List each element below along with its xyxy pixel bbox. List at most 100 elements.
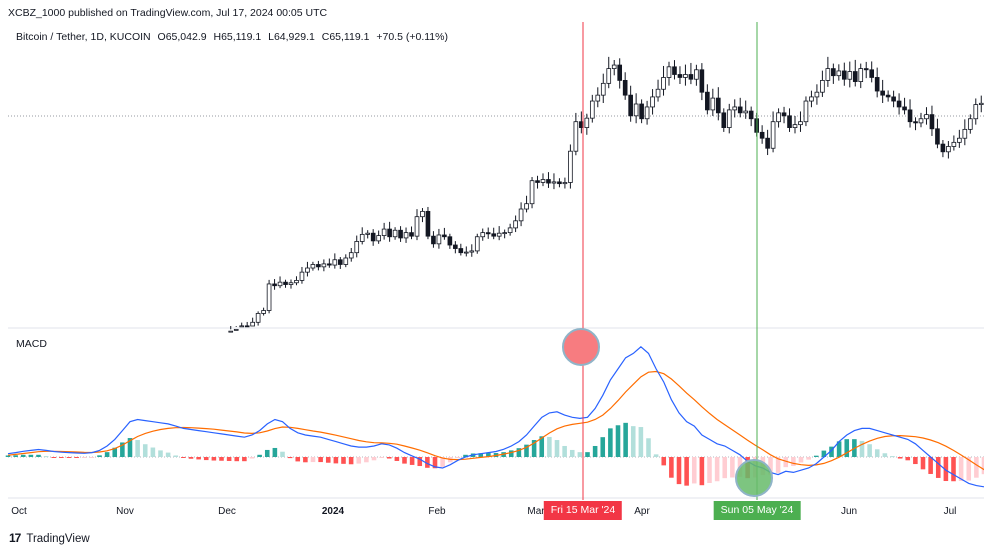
histogram-bar [364, 457, 369, 463]
candle-body [803, 100, 809, 123]
candle-body [699, 69, 705, 93]
price-candle [480, 228, 486, 241]
price-candle [327, 258, 332, 268]
histogram-bar [730, 457, 735, 478]
candle-body [348, 252, 354, 259]
price-candle [354, 235, 360, 258]
price-candle [765, 129, 770, 156]
candle-body [469, 250, 475, 253]
histogram-bar [531, 440, 537, 457]
histogram-bar [104, 452, 110, 457]
histogram-bar [691, 457, 697, 484]
tradingview-brand[interactable]: 17 TradingView [9, 531, 90, 545]
candle-body [869, 69, 875, 78]
histogram-bar [165, 452, 171, 457]
histogram-bar [920, 457, 926, 470]
candle-body [781, 112, 787, 117]
price-candle [869, 61, 875, 83]
macd-indicator-label[interactable]: MACD [16, 338, 47, 350]
candle-body [403, 232, 409, 239]
candle-body [962, 128, 968, 139]
histogram-bar [112, 447, 118, 457]
price-candle [568, 144, 573, 189]
histogram-bar [524, 444, 529, 457]
candle-body [841, 70, 847, 80]
price-candle [321, 259, 327, 272]
histogram-bar [486, 453, 491, 457]
histogram-bar [722, 457, 728, 479]
price-candle [967, 114, 973, 134]
price-candle [409, 226, 414, 240]
price-candle [935, 118, 940, 149]
price-candle [562, 177, 568, 189]
histogram-bar [653, 454, 659, 457]
histogram-bar [379, 457, 384, 458]
candle-body [677, 74, 683, 78]
price-candle [913, 117, 918, 131]
histogram-bar [257, 454, 262, 457]
candle-body [622, 80, 628, 96]
price-candle [847, 61, 853, 88]
histogram-bar [958, 457, 964, 482]
price-candle [836, 64, 842, 81]
price-candle [672, 60, 677, 80]
candle-body [244, 325, 250, 328]
price-candle [831, 63, 836, 84]
histogram-bar [325, 457, 331, 463]
candle-body [458, 248, 464, 254]
price-candle [529, 177, 535, 209]
price-candle [644, 100, 650, 125]
price-candle [305, 261, 310, 277]
price-candle [759, 125, 765, 144]
histogram-bar [234, 457, 240, 462]
candle-body [858, 68, 864, 82]
price-candle [540, 173, 546, 187]
price-candle [518, 202, 524, 227]
histogram-bar [5, 455, 11, 457]
price-candle [381, 222, 387, 240]
candle-body [557, 181, 562, 185]
candle-body [946, 146, 951, 153]
candle-body [518, 208, 524, 222]
price-candle [387, 221, 392, 242]
price-candle [250, 317, 255, 327]
candle-body [787, 115, 792, 129]
price-candle [398, 226, 403, 242]
price-candle [288, 279, 294, 289]
price-candle [639, 99, 644, 124]
symbol-name[interactable]: Bitcoin / Tether, 1D, KUCOIN [16, 31, 151, 43]
ohlc-close: C65,119.1 [321, 31, 370, 43]
histogram-bar [516, 448, 522, 457]
price-candle [798, 111, 803, 132]
time-tick-2024: 2024 [321, 506, 345, 517]
time-tick-feb: Feb [428, 506, 446, 517]
candle-body [967, 118, 973, 130]
histogram-bar [714, 457, 720, 482]
candle-body [776, 112, 781, 123]
candle-body [337, 259, 343, 265]
candle-body [852, 71, 858, 82]
price-candle [453, 241, 458, 254]
histogram-bar [867, 444, 872, 457]
candle-body [715, 97, 721, 114]
price-candle [885, 90, 891, 102]
price-candle [414, 209, 420, 241]
price-candle [337, 257, 343, 269]
price-candle [376, 230, 381, 244]
histogram-bar [211, 457, 217, 461]
candle-body [288, 282, 294, 285]
price-candle [694, 64, 699, 86]
candle-body [798, 121, 803, 126]
price-candle [491, 227, 497, 240]
histogram-bar [638, 427, 644, 457]
histogram-bar [981, 457, 984, 475]
candle-body [639, 103, 644, 120]
candle-body [726, 109, 732, 129]
candle-body [277, 281, 283, 287]
price-candle [628, 85, 633, 122]
price-candle [425, 206, 431, 240]
candle-body [272, 283, 277, 287]
ohlc-high: H65,119.1 [213, 31, 262, 43]
histogram-bar [943, 457, 949, 482]
histogram-bar [508, 450, 514, 457]
